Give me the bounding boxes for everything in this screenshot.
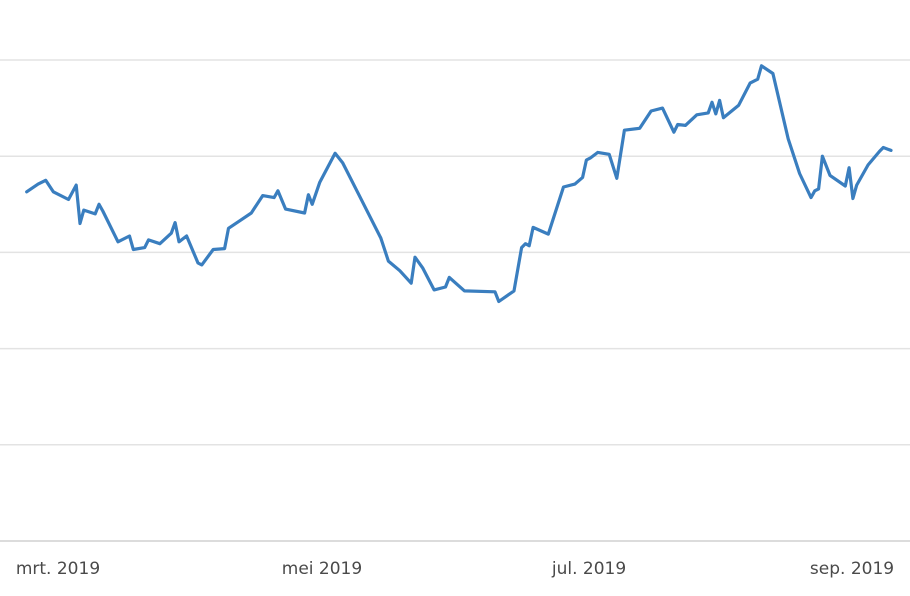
gridlines (0, 59, 910, 446)
x-axis: mrt. 2019 mei 2019 jul. 2019 sep. 2019 (0, 540, 910, 579)
x-tick-label: mei 2019 (282, 559, 362, 579)
series-layer (25, 64, 893, 304)
series-line (25, 64, 893, 304)
x-tick-label: jul. 2019 (551, 559, 626, 579)
x-tick-label: sep. 2019 (810, 559, 894, 579)
x-tick-label: mrt. 2019 (16, 559, 100, 579)
